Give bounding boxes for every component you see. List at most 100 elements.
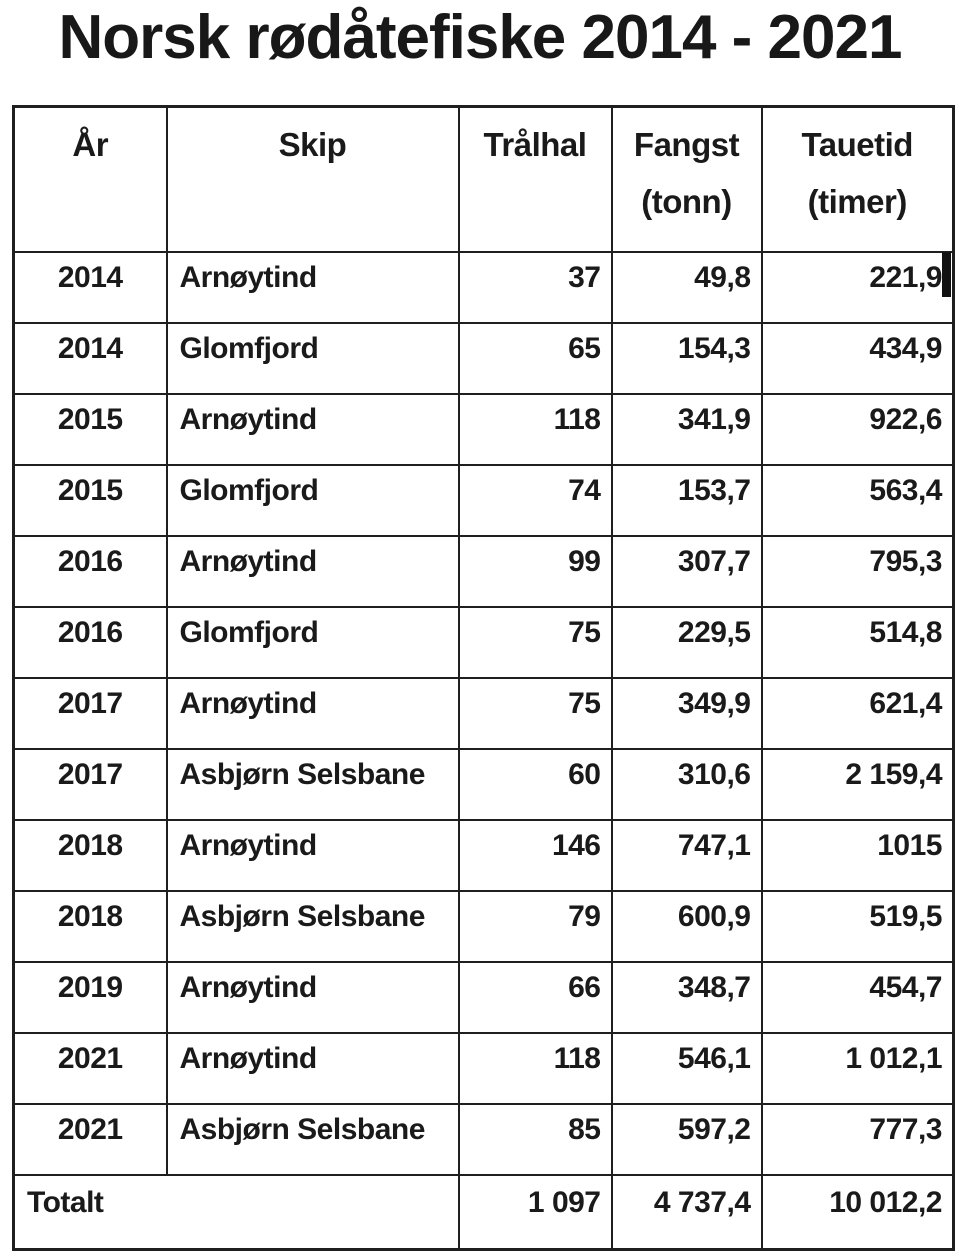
catch-cell: 546,1 xyxy=(610,1031,763,1105)
hauls-cell: 118 xyxy=(457,1031,613,1105)
towtime-cell: 777,3 xyxy=(760,1102,955,1176)
ship-cell: Asbjørn Selsbane xyxy=(165,1102,460,1176)
column-header-towtime: Tauetid (timer) xyxy=(760,105,955,253)
table-body: 2014 Arnøytind 37 49,8 221,9 2014 Glomfjord 65 1… xyxy=(12,250,955,1176)
towtime-cell: 519,5 xyxy=(760,889,955,963)
year-cell: 2018 xyxy=(12,889,168,963)
table-row: 2016 Glomfjord 75 229,5 514,8 xyxy=(12,605,955,679)
towtime-cell: 454,7 xyxy=(760,960,955,1034)
hauls-cell: 118 xyxy=(457,392,613,466)
table-row: 2015 Glomfjord 74 153,7 563,4 xyxy=(12,463,955,537)
catch-cell: 349,9 xyxy=(610,676,763,750)
towtime-cell: 563,4 xyxy=(760,463,955,537)
towtime-cell: 1 012,1 xyxy=(760,1031,955,1105)
hauls-cell: 99 xyxy=(457,534,613,608)
ship-cell: Arnøytind xyxy=(165,1031,460,1105)
column-header-towtime-label: Tauetid xyxy=(801,126,914,163)
table-row: 2016 Arnøytind 99 307,7 795,3 xyxy=(12,534,955,608)
catch-cell: 597,2 xyxy=(610,1102,763,1176)
hauls-cell: 37 xyxy=(457,250,613,324)
hauls-cell: 66 xyxy=(457,960,613,1034)
year-cell: 2016 xyxy=(12,605,168,679)
towtime-cell: 221,9 xyxy=(760,250,955,324)
table-row: 2019 Arnøytind 66 348,7 454,7 xyxy=(12,960,955,1034)
ship-cell: Asbjørn Selsbane xyxy=(165,889,460,963)
year-cell: 2014 xyxy=(12,250,168,324)
towtime-cell: 1015 xyxy=(760,818,955,892)
catch-cell: 49,8 xyxy=(610,250,763,324)
towtime-cell: 621,4 xyxy=(760,676,955,750)
table-row: 2018 Arnøytind 146 747,1 1015 xyxy=(12,818,955,892)
hauls-cell: 75 xyxy=(457,605,613,679)
year-cell: 2021 xyxy=(12,1102,168,1176)
ship-cell: Arnøytind xyxy=(165,676,460,750)
column-header-year-label: År xyxy=(72,126,109,163)
total-row: Totalt 1 097 4 737,4 10 012,2 xyxy=(12,1173,955,1251)
catch-cell: 153,7 xyxy=(610,463,763,537)
year-cell: 2019 xyxy=(12,960,168,1034)
hauls-cell: 75 xyxy=(457,676,613,750)
total-hauls-cell: 1 097 xyxy=(457,1173,613,1251)
catch-cell: 154,3 xyxy=(610,321,763,395)
towtime-cell: 922,6 xyxy=(760,392,955,466)
catch-cell: 229,5 xyxy=(610,605,763,679)
total-label-cell: Totalt xyxy=(12,1173,460,1251)
year-cell: 2017 xyxy=(12,676,168,750)
ship-cell: Arnøytind xyxy=(165,818,460,892)
towtime-cell: 2 159,4 xyxy=(760,747,955,821)
table-row: 2017 Asbjørn Selsbane 60 310,6 2 159,4 xyxy=(12,747,955,821)
year-cell: 2018 xyxy=(12,818,168,892)
catch-cell: 310,6 xyxy=(610,747,763,821)
table-header: År Skip Trålhal Fangst (tonn) Tauetid (t… xyxy=(12,105,955,253)
catch-cell: 600,9 xyxy=(610,889,763,963)
table-row: 2021 Asbjørn Selsbane 85 597,2 777,3 xyxy=(12,1102,955,1176)
catch-cell: 747,1 xyxy=(610,818,763,892)
table-row: 2014 Arnøytind 37 49,8 221,9 xyxy=(12,250,955,324)
ship-cell: Arnøytind xyxy=(165,250,460,324)
total-towtime-cell: 10 012,2 xyxy=(760,1173,955,1251)
text-cursor-artifact xyxy=(942,252,951,297)
column-header-ship: Skip xyxy=(165,105,460,253)
column-header-hauls-label: Trålhal xyxy=(483,126,587,163)
year-cell: 2021 xyxy=(12,1031,168,1105)
hauls-cell: 79 xyxy=(457,889,613,963)
column-header-catch-unit: (tonn) xyxy=(641,183,732,220)
towtime-cell: 795,3 xyxy=(760,534,955,608)
page-title: Norsk rødåtefiske 2014 - 2021 xyxy=(58,3,903,72)
table-row: 2015 Arnøytind 118 341,9 922,6 xyxy=(12,392,955,466)
header-row: År Skip Trålhal Fangst (tonn) Tauetid (t… xyxy=(12,105,955,253)
hauls-cell: 146 xyxy=(457,818,613,892)
ship-cell: Glomfjord xyxy=(165,321,460,395)
year-cell: 2015 xyxy=(12,392,168,466)
column-header-catch: Fangst (tonn) xyxy=(610,105,763,253)
catch-cell: 348,7 xyxy=(610,960,763,1034)
catch-cell: 307,7 xyxy=(610,534,763,608)
year-cell: 2017 xyxy=(12,747,168,821)
year-cell: 2015 xyxy=(12,463,168,537)
table-row: 2018 Asbjørn Selsbane 79 600,9 519,5 xyxy=(12,889,955,963)
column-header-catch-label: Fangst xyxy=(633,126,740,163)
hauls-cell: 60 xyxy=(457,747,613,821)
column-header-ship-label: Skip xyxy=(278,126,347,163)
towtime-cell: 514,8 xyxy=(760,605,955,679)
year-cell: 2014 xyxy=(12,321,168,395)
hauls-cell: 74 xyxy=(457,463,613,537)
table-row: 2021 Arnøytind 118 546,1 1 012,1 xyxy=(12,1031,955,1105)
column-header-hauls: Trålhal xyxy=(457,105,613,253)
total-catch-cell: 4 737,4 xyxy=(610,1173,763,1251)
hauls-cell: 65 xyxy=(457,321,613,395)
towtime-cell: 434,9 xyxy=(760,321,955,395)
ship-cell: Glomfjord xyxy=(165,605,460,679)
year-cell: 2016 xyxy=(12,534,168,608)
table-row: 2017 Arnøytind 75 349,9 621,4 xyxy=(12,676,955,750)
column-header-year: År xyxy=(12,105,168,253)
table-row: 2014 Glomfjord 65 154,3 434,9 xyxy=(12,321,955,395)
catch-cell: 341,9 xyxy=(610,392,763,466)
ship-cell: Arnøytind xyxy=(165,960,460,1034)
table-footer: Totalt 1 097 4 737,4 10 012,2 xyxy=(12,1173,955,1251)
ship-cell: Arnøytind xyxy=(165,534,460,608)
catch-statistics-table: År Skip Trålhal Fangst (tonn) Tauetid (t… xyxy=(12,105,955,1251)
column-header-towtime-unit: (timer) xyxy=(807,183,908,220)
ship-cell: Arnøytind xyxy=(165,392,460,466)
ship-cell: Asbjørn Selsbane xyxy=(165,747,460,821)
